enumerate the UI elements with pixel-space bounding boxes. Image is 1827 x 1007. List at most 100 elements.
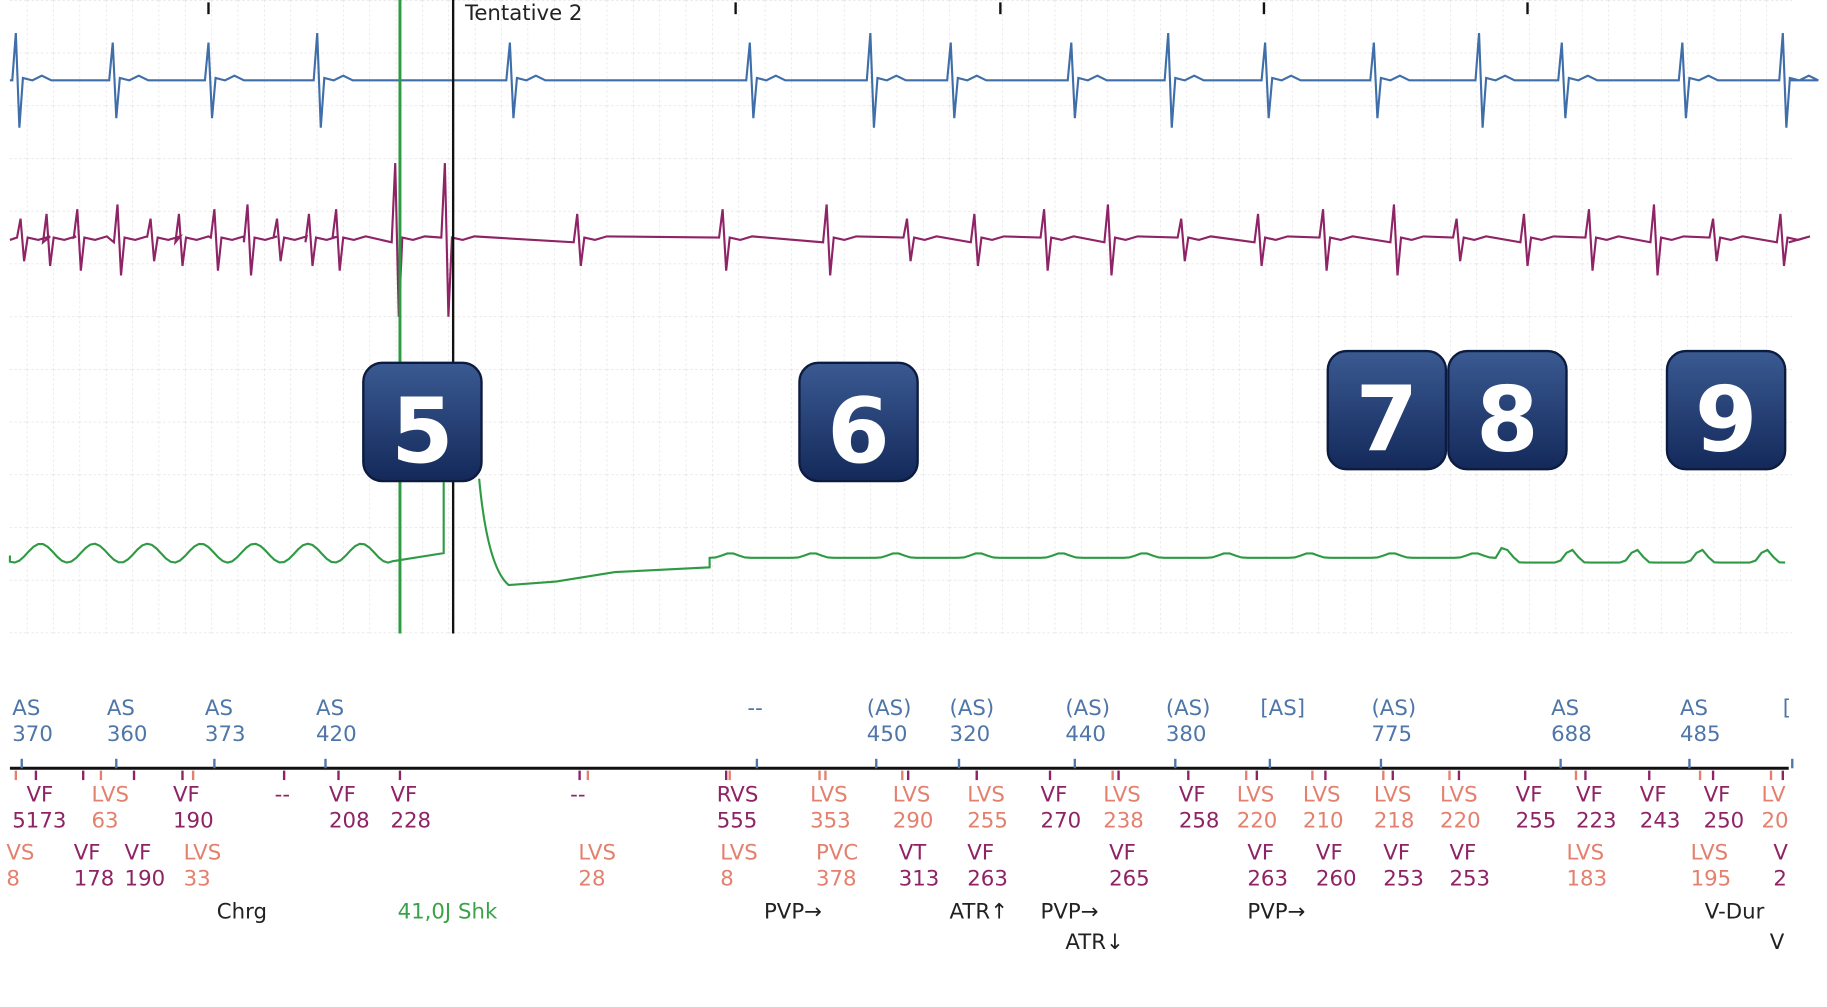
atrial-egm (9, 33, 1819, 128)
time-ticks (207, 2, 1529, 15)
marker-label: VF (74, 840, 101, 865)
marker-interval: 353 (810, 808, 851, 833)
marker-label: VF (1450, 840, 1477, 865)
marker-interval: 555 (717, 808, 758, 833)
marker-interval: 370 (12, 722, 53, 747)
marker-interval: 5173 (12, 808, 66, 833)
marker-interval: 190 (173, 808, 214, 833)
marker-label: AS (1680, 696, 1708, 721)
marker-label: (AS) (1371, 696, 1416, 721)
marker-interval: 450 (867, 722, 908, 747)
marker-label: LVS (967, 782, 1005, 807)
ventricular-egm (9, 163, 1811, 317)
marker-label: -- (275, 782, 290, 807)
marker-label: LVS (1440, 782, 1478, 807)
marker-interval: 63 (91, 808, 118, 833)
event-label: V (1770, 930, 1785, 955)
marker-label: LV (1762, 782, 1787, 807)
marker-label: VF (1704, 782, 1731, 807)
marker-label: LVS (1374, 782, 1412, 807)
marker-label: (AS) (867, 696, 912, 721)
marker-interval: 380 (1166, 722, 1207, 747)
event-label: V-Dur (1705, 899, 1765, 924)
marker-label: LVS (1103, 782, 1141, 807)
marker-label: LVS (1237, 782, 1275, 807)
marker-label: V (1773, 840, 1788, 865)
badge (1326, 349, 1448, 471)
marker-label: LVS (578, 840, 616, 865)
marker-label: VF (1247, 840, 1274, 865)
event-label: Chrg (217, 899, 267, 924)
marker-interval: 28 (578, 866, 605, 891)
marker-label: VF (125, 840, 152, 865)
marker-label: VF (390, 782, 417, 807)
badge (798, 361, 919, 483)
event-label: PVP→ (764, 899, 822, 924)
marker-label: VS (6, 840, 34, 865)
marker-interval: 420 (316, 722, 357, 747)
event-label: ATR↓ (1065, 930, 1123, 955)
marker-interval: 195 (1691, 866, 1732, 891)
marker-label: VF (329, 782, 356, 807)
marker-label: PVC (816, 840, 858, 865)
marker-label: VF (1383, 840, 1410, 865)
marker-label: AS (107, 696, 135, 721)
marker-label: LVS (1567, 840, 1605, 865)
marker-label: VF (173, 782, 200, 807)
grid (7, 0, 1793, 634)
marker-interval: 220 (1237, 808, 1278, 833)
marker-interval: 178 (74, 866, 115, 891)
marker-interval: 255 (1516, 808, 1557, 833)
event-label: ATR↑ (950, 899, 1008, 924)
marker-interval: 218 (1374, 808, 1415, 833)
marker-label: VT (899, 840, 928, 865)
marker-label: LVS (1303, 782, 1341, 807)
marker-interval: 223 (1576, 808, 1617, 833)
marker-label: RVS (717, 782, 759, 807)
badge (362, 361, 483, 483)
marker-interval: 2 (1773, 866, 1787, 891)
badge-number: 5 (391, 380, 454, 484)
badge-number: 6 (827, 380, 890, 484)
badge-number: 9 (1695, 368, 1758, 472)
marker-interval: 290 (893, 808, 934, 833)
marker-interval: 258 (1179, 808, 1220, 833)
marker-label: (AS) (1166, 696, 1211, 721)
marker-interval: 265 (1109, 866, 1150, 891)
marker-label: [ (1783, 696, 1791, 721)
badge-number: 7 (1356, 368, 1419, 472)
marker-interval: 8 (720, 866, 734, 891)
marker-interval: 220 (1440, 808, 1481, 833)
marker-interval: 253 (1383, 866, 1424, 891)
marker-interval: 320 (950, 722, 991, 747)
marker-interval: 228 (390, 808, 431, 833)
marker-label: AS (12, 696, 40, 721)
marker-label: -- (747, 696, 762, 721)
marker-label: VF (1109, 840, 1136, 865)
marker-interval: 210 (1303, 808, 1344, 833)
marker-label: LVS (184, 840, 222, 865)
shock-egm (8, 478, 1786, 587)
marker-interval: 263 (967, 866, 1008, 891)
marker-label: (AS) (1065, 696, 1110, 721)
marker-interval: 440 (1065, 722, 1106, 747)
marker-label: LVS (810, 782, 848, 807)
marker-interval: 250 (1704, 808, 1745, 833)
marker-interval: 775 (1371, 722, 1412, 747)
marker-interval: 208 (329, 808, 370, 833)
marker-interval: 485 (1680, 722, 1721, 747)
marker-label: VF (1316, 840, 1343, 865)
event-label: 41,0J Shk (398, 899, 498, 924)
marker-interval: 378 (816, 866, 857, 891)
marker-label: VF (967, 840, 994, 865)
event-label: PVP→ (1247, 899, 1305, 924)
marker-interval: 8 (6, 866, 20, 891)
marker-interval: 255 (967, 808, 1008, 833)
marker-label: AS (316, 696, 344, 721)
strip-title: Tentative 2 (464, 1, 583, 26)
marker-interval: 20 (1762, 808, 1789, 833)
marker-label: LVS (1691, 840, 1729, 865)
